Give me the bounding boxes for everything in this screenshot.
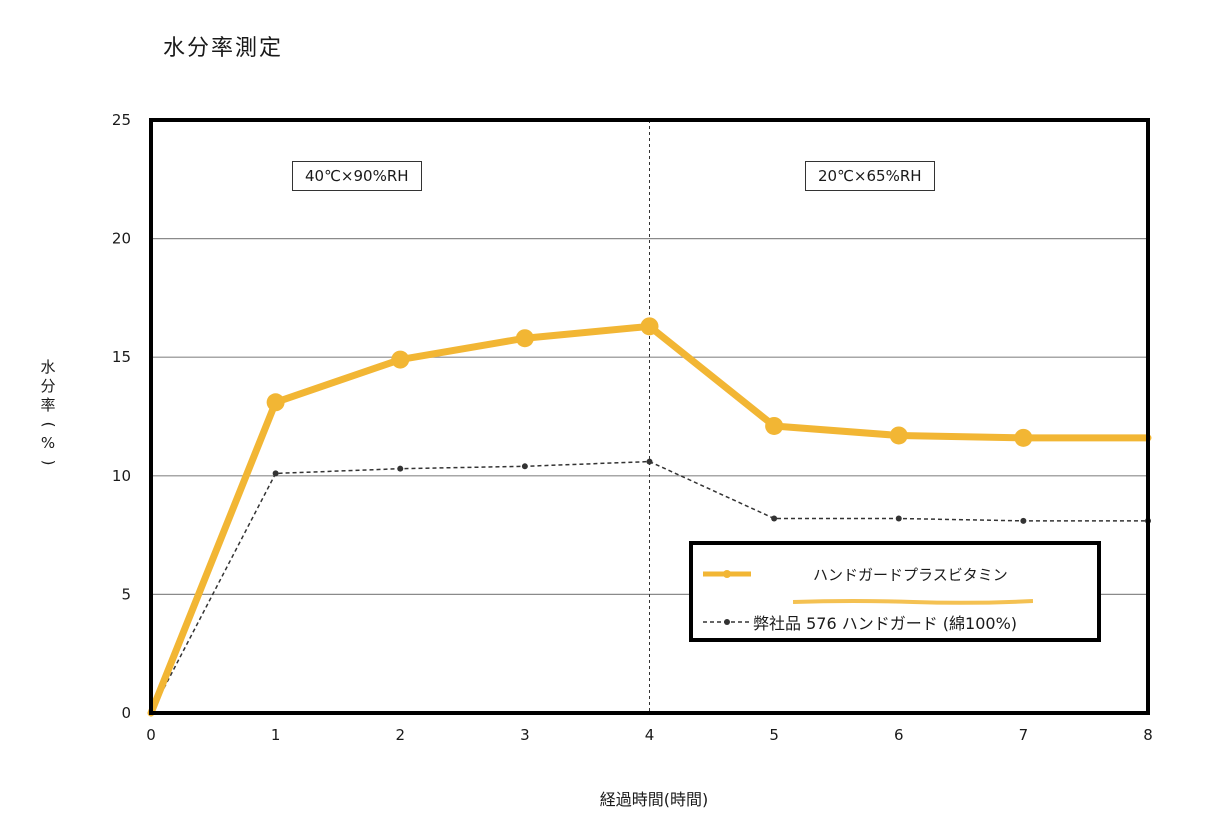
point-vitamin [391,350,410,369]
y-tick-labels: 0 5 10 15 20 25 [112,111,131,722]
chart-title: 水分率測定 [163,36,284,61]
y-axis-label-char: 水 [40,358,56,376]
y-tick-label: 0 [121,704,131,722]
point-cotton [521,463,528,470]
x-tick-label: 2 [395,726,405,744]
point-cotton [272,470,279,477]
x-tick-label: 7 [1019,726,1029,744]
point-vitamin [515,329,534,348]
legend-label-vitamin: ハンドガードプラスビタミン [813,565,1008,584]
y-axis-label-char: 率 [40,396,56,414]
x-axis-label: 経過時間(時間) [599,790,709,809]
point-cotton [771,515,778,522]
series-layer [147,317,1152,717]
y-tick-label: 20 [112,230,131,248]
legend-label-cotton: 弊社品 576 ハンドガード (綿100%) [753,614,1018,633]
x-tick-label: 3 [520,726,530,744]
y-axis-label-char: % [40,434,56,452]
plot-frame [149,118,1150,715]
point-vitamin [640,317,659,336]
point-cotton [646,458,653,465]
legend-highlight-stroke [793,599,1033,605]
y-axis-label-char: ( [39,421,58,428]
y-tick-label: 15 [112,348,131,366]
x-tick-label: 6 [894,726,904,744]
legend-swatch-vitamin [703,570,751,578]
condition-label-left: 40℃×90%RH [292,161,422,191]
x-tick-label: 1 [271,726,281,744]
x-tick-label: 5 [769,726,779,744]
point-cotton [895,515,902,522]
legend-swatch-cotton [703,619,751,625]
point-cotton [1020,517,1027,524]
condition-label-right: 20℃×65%RH [805,161,935,191]
legend: ハンドガードプラスビタミン 弊社品 576 ハンドガード (綿100%) [689,541,1101,642]
point-vitamin [889,426,908,445]
point-vitamin [765,416,784,435]
x-tick-label: 0 [146,726,156,744]
y-tick-label: 5 [121,585,131,603]
x-tick-label: 8 [1143,726,1153,744]
point-cotton [397,465,404,472]
y-axis-label-char: ) [39,459,58,466]
y-axis-label: 水 分 率 ( % ) [36,358,60,472]
point-vitamin [266,393,285,412]
x-tick-label: 4 [645,726,655,744]
y-tick-label: 10 [112,467,131,485]
y-tick-label: 25 [112,111,131,129]
x-tick-labels: 0 1 2 3 4 5 6 7 8 [146,726,1153,744]
y-axis-label-char: 分 [40,377,56,395]
point-vitamin [1014,428,1033,447]
